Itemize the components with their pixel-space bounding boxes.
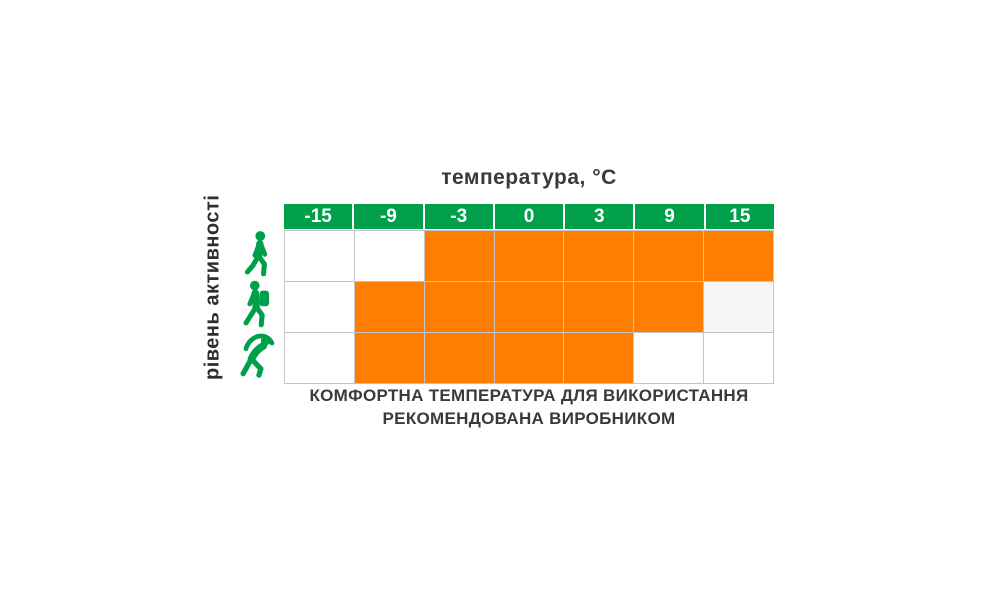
grid-cell-stretching-person-3 — [564, 333, 634, 383]
temp-header-cell--3: -3 — [424, 204, 493, 229]
grid-cell-stretching-person-15 — [704, 333, 773, 383]
grid-row-hiker-with-backpack — [285, 282, 773, 332]
temperature-grid: -15 -9 -3 0 3 9 15 — [284, 204, 774, 384]
temp-header-cell--15: -15 — [284, 204, 353, 229]
grid-cell-stretching-person-9 — [634, 333, 704, 383]
grid-cell-stretching-person--9 — [354, 333, 424, 383]
grid-cell-stretching-person--3 — [424, 333, 494, 383]
grid-cell-walking-person--9 — [354, 231, 424, 281]
stretching-person-icon — [233, 329, 283, 379]
caption-line-1: КОМФОРТНА ТЕМПЕРАТУРА ДЛЯ ВИКОРИСТАННЯ — [309, 386, 749, 405]
hiker-with-backpack-icon — [233, 279, 283, 329]
grid-cell-walking-person-0 — [494, 231, 564, 281]
grid-cell-hiker-with-backpack-9 — [634, 282, 704, 332]
grid-cell-hiker-with-backpack-0 — [494, 282, 564, 332]
grid-cell-hiker-with-backpack-3 — [564, 282, 634, 332]
temp-header-cell-3: 3 — [565, 204, 634, 229]
temperature-grid-body — [284, 230, 774, 384]
grid-cell-hiker-with-backpack--9 — [354, 282, 424, 332]
walking-person-icon — [233, 229, 283, 279]
temp-header-cell-9: 9 — [635, 204, 704, 229]
y-axis-label: рівень активності — [201, 194, 224, 380]
grid-cell-walking-person--15 — [285, 231, 354, 281]
grid-cell-stretching-person-0 — [494, 333, 564, 383]
grid-row-stretching-person — [285, 333, 773, 383]
activity-icons-column — [233, 229, 283, 379]
grid-cell-hiker-with-backpack--15 — [285, 282, 354, 332]
temp-header-cell-15: 15 — [705, 204, 774, 229]
grid-cell-walking-person-15 — [704, 231, 773, 281]
chart-title: температура, °С — [441, 166, 617, 189]
grid-cell-walking-person-3 — [564, 231, 634, 281]
temp-header-cell-0: 0 — [494, 204, 564, 229]
caption: КОМФОРТНА ТЕМПЕРАТУРА ДЛЯ ВИКОРИСТАННЯ Р… — [234, 384, 824, 430]
temperature-header-row: -15 -9 -3 0 3 9 15 — [284, 204, 774, 229]
grid-cell-hiker-with-backpack--3 — [424, 282, 494, 332]
grid-row-walking-person — [285, 231, 773, 281]
grid-cell-walking-person-9 — [634, 231, 704, 281]
grid-cell-stretching-person--15 — [285, 333, 354, 383]
caption-line-2: РЕКОМЕНДОВАНА ВИРОБНИКОМ — [382, 409, 676, 428]
grid-cell-walking-person--3 — [424, 231, 494, 281]
temp-header-cell--9: -9 — [354, 204, 423, 229]
grid-cell-hiker-with-backpack-15 — [704, 282, 773, 332]
